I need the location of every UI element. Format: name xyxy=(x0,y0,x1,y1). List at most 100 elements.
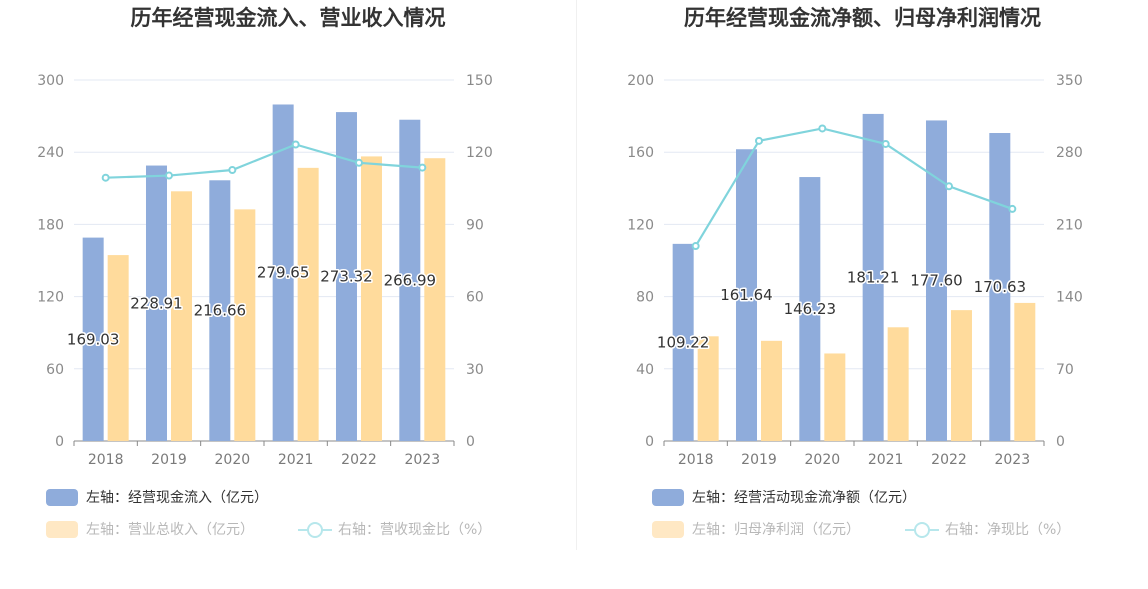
bar-secondary xyxy=(1014,302,1036,441)
legend-item-net-cash-ratio[interactable]: 右轴：净现比（%） xyxy=(905,519,1070,539)
bar-primary xyxy=(925,120,947,441)
line-point xyxy=(164,171,173,180)
y-left-tick-label: 40 xyxy=(636,362,654,378)
bar-data-label: 216.66 xyxy=(194,302,247,320)
line-point xyxy=(291,140,300,149)
x-tick-label: 2022 xyxy=(341,452,377,468)
bar-primary xyxy=(209,180,231,441)
y-right-tick-label: 90 xyxy=(466,217,484,233)
bar-data-label: 146.23 xyxy=(784,300,837,318)
y-right-tick-label: 70 xyxy=(1056,362,1074,378)
bar-data-label: 169.03 xyxy=(67,330,120,348)
legend-swatch-icon xyxy=(652,520,684,538)
y-right-tick-label: 350 xyxy=(1056,73,1083,89)
line-point xyxy=(754,136,763,145)
y-left-tick-label: 120 xyxy=(627,217,654,233)
y-right-tick-label: 30 xyxy=(466,362,484,378)
y-right-tick-label: 280 xyxy=(1056,145,1083,161)
y-right-tick-label: 120 xyxy=(466,145,493,161)
y-right-tick-label: 0 xyxy=(1056,434,1065,450)
y-left-tick-label: 0 xyxy=(645,434,654,450)
bar-data-label: 170.63 xyxy=(974,278,1026,296)
y-left-tick-label: 80 xyxy=(636,290,654,306)
x-tick-label: 2018 xyxy=(678,452,714,468)
y-left-tick-label: 60 xyxy=(46,362,64,378)
bar-primary xyxy=(989,133,1011,441)
line-point xyxy=(818,124,827,133)
x-tick-label: 2018 xyxy=(88,452,124,468)
x-tick-label: 2020 xyxy=(805,452,841,468)
bar-primary xyxy=(672,243,694,441)
bar-data-label: 109.22 xyxy=(657,333,710,351)
line-point xyxy=(1008,204,1017,213)
bar-primary xyxy=(145,165,167,441)
bar-data-label: 228.91 xyxy=(130,294,183,312)
legend-item-net-operating-cash[interactable]: 左轴：经营活动现金流净额（亿元） xyxy=(652,487,916,507)
bar-data-label: 177.60 xyxy=(910,272,963,290)
legend-line-marker-icon xyxy=(905,521,939,538)
chart-panel-cash-inflow-revenue: 历年经营现金流入、营业收入情况 0 60 120 180 240 300 0 30 60 90 12… xyxy=(0,0,576,550)
legend-swatch-icon xyxy=(652,488,684,506)
bar-secondary xyxy=(234,209,256,441)
bar-secondary xyxy=(424,158,446,441)
bar-primary xyxy=(335,112,357,442)
bar-data-label: 181.21 xyxy=(847,268,900,286)
x-tick-label: 2021 xyxy=(868,452,904,468)
x-tick-label: 2023 xyxy=(994,452,1030,468)
bar-primary xyxy=(862,113,884,441)
legend-label: 左轴：营业总收入（亿元） xyxy=(86,522,254,538)
bar-secondary xyxy=(107,255,129,441)
y-left-tick-label: 160 xyxy=(627,145,654,161)
x-tick-label: 2019 xyxy=(151,452,187,468)
line-point xyxy=(691,242,700,251)
legend-label: 右轴：营收现金比（%） xyxy=(338,522,492,538)
legend-item-cash-inflow[interactable]: 左轴：经营现金流入（亿元） xyxy=(46,487,268,507)
legend-label: 左轴：归母净利润（亿元） xyxy=(692,522,860,538)
bar-data-label: 279.65 xyxy=(257,264,310,282)
legend-label: 左轴：经营现金流入（亿元） xyxy=(86,490,268,506)
legend-item-revenue-cash-ratio[interactable]: 右轴：营收现金比（%） xyxy=(298,519,491,539)
bar-secondary xyxy=(887,327,909,441)
y-left-tick-label: 240 xyxy=(37,145,64,161)
bar-secondary xyxy=(297,167,319,442)
bar-primary xyxy=(799,177,821,441)
bar-secondary xyxy=(697,336,719,441)
legend-line-marker-icon xyxy=(298,521,332,538)
y-left-tick-label: 0 xyxy=(55,434,64,450)
y-right-tick-label: 0 xyxy=(466,434,475,450)
panel-divider xyxy=(576,0,577,550)
y-right-tick-label: 150 xyxy=(466,73,493,89)
x-tick-label: 2023 xyxy=(404,452,440,468)
series-line xyxy=(694,127,1013,247)
x-tick-label: 2021 xyxy=(278,452,314,468)
y-left-tick-label: 300 xyxy=(37,73,64,89)
bar-primary xyxy=(399,119,421,441)
legend-item-revenue[interactable]: 左轴：营业总收入（亿元） xyxy=(46,519,254,539)
y-right-tick-label: 60 xyxy=(466,290,484,306)
y-left-tick-label: 120 xyxy=(37,290,64,306)
series-line xyxy=(105,143,423,179)
chart-title: 历年经营现金流净额、归母净利润情况 xyxy=(684,6,1041,30)
x-tick-label: 2020 xyxy=(215,452,251,468)
y-right-tick-label: 210 xyxy=(1056,217,1083,233)
y-right-tick-label: 140 xyxy=(1056,290,1083,306)
bar-data-label: 161.64 xyxy=(720,286,773,304)
legend-label: 右轴：净现比（%） xyxy=(945,522,1071,538)
line-point xyxy=(944,182,953,191)
bar-secondary xyxy=(824,353,846,441)
bar-primary xyxy=(82,237,104,441)
x-tick-label: 2022 xyxy=(931,452,967,468)
chart-cash-inflow-revenue: 0 60 120 180 240 300 0 30 60 90 120 150 2018 2019 2020… xyxy=(37,73,493,468)
bar-secondary xyxy=(360,156,382,441)
x-tick-label: 2019 xyxy=(741,452,777,468)
line-point xyxy=(354,158,363,167)
chart-title: 历年经营现金流入、营业收入情况 xyxy=(130,6,446,30)
bar-primary xyxy=(735,149,757,441)
legend-item-net-profit[interactable]: 左轴：归母净利润（亿元） xyxy=(652,519,860,539)
bar-data-label: 266.99 xyxy=(384,271,437,289)
legend-swatch-icon xyxy=(46,520,78,538)
line-point xyxy=(418,163,427,172)
line-point xyxy=(101,173,110,182)
bar-secondary xyxy=(760,340,782,441)
bar-secondary xyxy=(950,310,972,441)
